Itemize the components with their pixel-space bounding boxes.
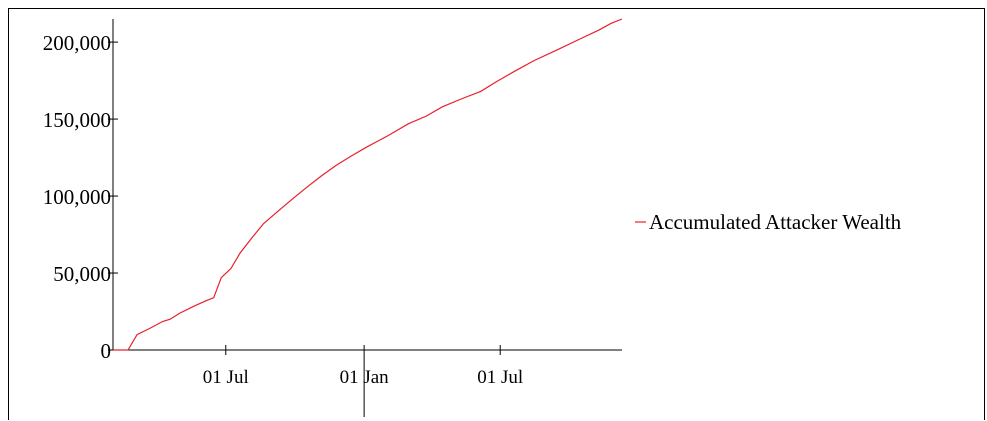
y-tick-label: 50,000 <box>53 262 111 286</box>
y-tick-label: 150,000 <box>43 108 111 132</box>
x-tick-label: 01 Jul <box>203 367 249 388</box>
chart-frame: 0 50,000 100,000 150,000 200,000 01 Jul 01 Ja… <box>8 8 985 420</box>
x-axis-ticks: 01 Jul 01 Jan 01 Jul <box>203 345 523 417</box>
y-tick-label: 100,000 <box>43 185 111 209</box>
y-tick-label: 0 <box>101 339 112 363</box>
axes <box>112 19 622 351</box>
y-axis-ticks: 0 50,000 100,000 150,000 200,000 <box>43 31 118 363</box>
series-line <box>113 18 623 351</box>
legend-label: Accumulated Attacker Wealth <box>649 210 902 234</box>
x-tick-label: 01 Jan <box>340 367 390 388</box>
series-lines <box>113 18 623 351</box>
line-chart: 0 50,000 100,000 150,000 200,000 01 Jul 01 Ja… <box>43 18 902 417</box>
y-tick-label: 200,000 <box>43 31 111 55</box>
legend: Accumulated Attacker Wealth <box>635 210 902 234</box>
x-tick-label: 01 Jul <box>477 367 523 388</box>
